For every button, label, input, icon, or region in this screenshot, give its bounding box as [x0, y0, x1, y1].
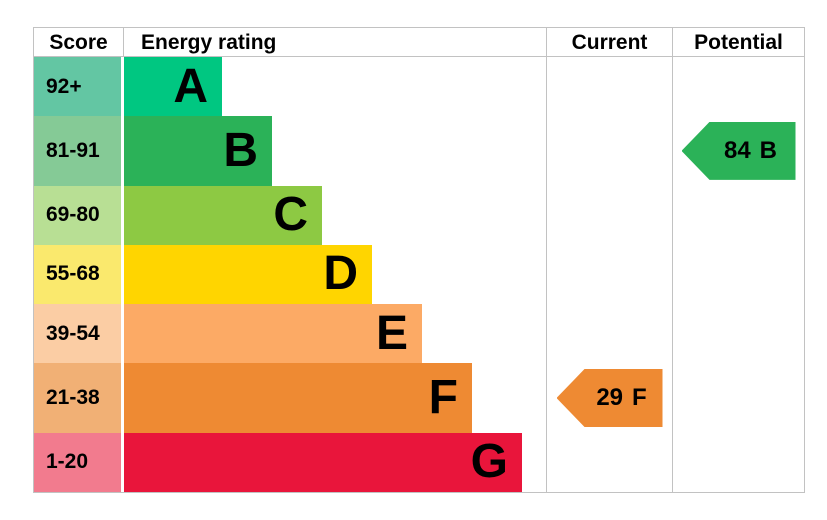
band-row: 55-68 D — [34, 244, 804, 305]
potential-rating-arrow: 84 B — [681, 121, 796, 180]
score-range-cell: 21-38 — [34, 363, 124, 433]
potential-cell — [673, 433, 804, 492]
potential-cell — [673, 304, 804, 363]
potential-column-header: Potential — [694, 30, 783, 54]
potential-cell — [673, 363, 804, 432]
band-letter: A — [173, 59, 208, 113]
band-row: 69-80 C — [34, 185, 804, 245]
rating-bar-cell: E — [124, 304, 547, 364]
current-rating-letter: F — [632, 384, 647, 412]
band-letter: D — [323, 247, 358, 301]
band-row: 1-20 G — [34, 432, 804, 492]
potential-cell — [673, 186, 804, 245]
rating-bar-cell: G — [124, 432, 547, 492]
score-range-cell: 55-68 — [34, 244, 124, 305]
current-column-header: Current — [547, 28, 673, 56]
band-row: 92+ A — [34, 57, 804, 117]
band-letter: C — [273, 188, 308, 242]
rating-bar: G — [124, 432, 522, 492]
current-cell — [547, 432, 673, 492]
band-letter: G — [470, 435, 508, 489]
rating-bar-cell: B — [124, 116, 547, 186]
band-letter: F — [428, 371, 458, 425]
potential-cell — [673, 57, 804, 116]
rating-bar: E — [124, 304, 422, 364]
rating-bar: B — [124, 116, 272, 186]
current-cell — [547, 57, 673, 117]
potential-rating-letter: B — [759, 136, 778, 164]
rating-bar-cell: C — [124, 185, 547, 245]
rating-bar-cell: D — [124, 244, 547, 305]
score-range-cell: 1-20 — [34, 432, 124, 492]
band-row: 81-91 B 84 B — [34, 116, 804, 186]
current-cell: 29 F — [547, 363, 673, 433]
rating-bar: A — [124, 57, 222, 117]
potential-cell — [673, 245, 804, 304]
rating-bar: D — [124, 244, 372, 305]
potential-cell: 84 B — [673, 116, 804, 185]
band-letter: E — [375, 306, 408, 360]
energy-rating-column-header: Energy rating — [124, 28, 547, 56]
current-rating-arrow: 29 F — [556, 369, 663, 428]
current-cell — [547, 185, 673, 245]
score-range-cell: 92+ — [34, 57, 124, 117]
band-letter: B — [223, 123, 258, 177]
band-row: 21-38 F 29 F — [34, 363, 804, 433]
band-row: 39-54 E — [34, 304, 804, 364]
score-range-cell: 39-54 — [34, 304, 124, 364]
current-cell — [547, 304, 673, 364]
rating-bar-cell: A — [124, 57, 547, 117]
band-rows: 92+ A 81-91 B 84 B 69-80 C 55-68 — [34, 57, 804, 492]
rating-bar: F — [124, 363, 472, 433]
current-cell — [547, 244, 673, 305]
score-range-cell: 69-80 — [34, 185, 124, 245]
current-cell — [547, 116, 673, 186]
rating-bar-cell: F — [124, 363, 547, 433]
score-column-header: Score — [34, 28, 124, 56]
score-range-cell: 81-91 — [34, 116, 124, 186]
epc-table: Score Energy rating Current Potential 92… — [33, 27, 805, 493]
current-rating-value: 29 — [596, 384, 624, 412]
table-header-row: Score Energy rating Current Potential — [34, 28, 804, 57]
potential-rating-value: 84 — [723, 136, 751, 164]
rating-bar: C — [124, 185, 322, 245]
